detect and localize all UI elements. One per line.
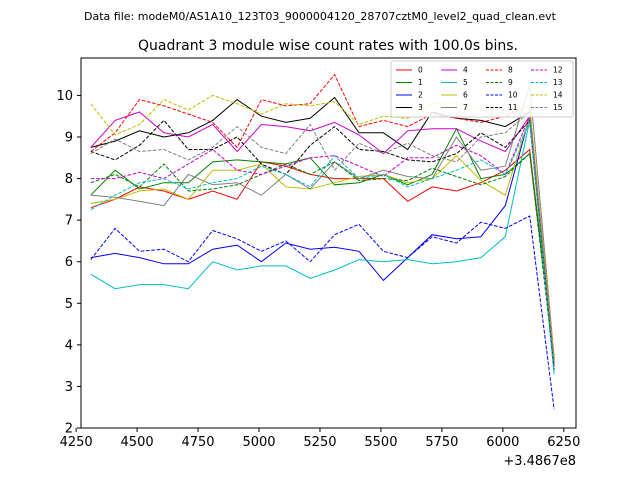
series-line-3 [90,96,555,362]
series-line-8 [90,73,555,366]
legend-label-9: 9 [508,78,513,87]
x-tick-label-5500: 5500 [364,435,397,450]
legend-label-14: 14 [553,91,563,100]
y-tick-label-5: 5 [65,297,73,312]
legend-label-3: 3 [418,103,423,112]
y-tick-label-9: 9 [65,130,73,145]
legend-label-1: 1 [418,78,423,87]
series-line-7 [90,84,555,358]
series-line-13 [90,120,555,375]
x-tick-label-4750: 4750 [181,435,214,450]
series-line-11 [90,119,555,370]
legend-label-10: 10 [508,91,518,100]
series-line-15 [90,110,555,362]
y-tick-label-7: 7 [65,214,73,229]
legend-label-12: 12 [553,66,563,75]
x-tick-label-6250: 6250 [547,435,580,450]
x-tick-label-4250: 4250 [60,435,93,450]
y-tick-label-10: 10 [56,89,73,104]
legend-label-13: 13 [553,78,563,87]
axes: 4250 4500 4750 5000 5250 5500 5750 6000 62502345… [56,57,580,450]
series-line-6 [90,116,555,362]
legend-label-4: 4 [463,66,468,75]
x-tick-label-6000: 6000 [486,435,519,450]
legend-label-7: 7 [463,103,468,112]
x-tick-label-5000: 5000 [242,435,275,450]
y-tick-label-2: 2 [65,422,73,437]
x-tick-label-5750: 5750 [425,435,458,450]
legend-label-6: 6 [463,91,468,100]
legend-box [390,60,574,118]
legend-label-15: 15 [553,103,563,112]
legend-label-8: 8 [508,66,513,75]
y-tick-label-8: 8 [65,172,73,187]
y-tick-label-4: 4 [65,338,73,353]
x-tick-label-4500: 4500 [121,435,154,450]
series-line-2 [90,116,555,362]
series-line-0 [90,148,555,358]
series-line-9 [90,152,555,366]
series-line-5 [90,120,555,375]
plot-frame [80,57,577,429]
series-lines [90,73,555,410]
x-tick-label-5250: 5250 [303,435,336,450]
chart-title: Quadrant 3 module wise count rates with … [138,38,518,54]
x-axis-offset-label: +3.4867e8 [503,454,576,469]
series-line-4 [90,111,555,366]
legend-label-5: 5 [463,78,468,87]
chart-subtitle: Data file: modeM0/AS1A10_123T03_90000041… [84,10,557,23]
series-line-10 [90,215,555,410]
series-line-12 [90,116,555,370]
legend-label-11: 11 [508,103,518,112]
legend-label-2: 2 [418,91,423,100]
legend-label-0: 0 [418,66,423,75]
y-tick-label-3: 3 [65,380,73,395]
series-line-1 [90,127,555,358]
y-tick-label-6: 6 [65,255,73,270]
